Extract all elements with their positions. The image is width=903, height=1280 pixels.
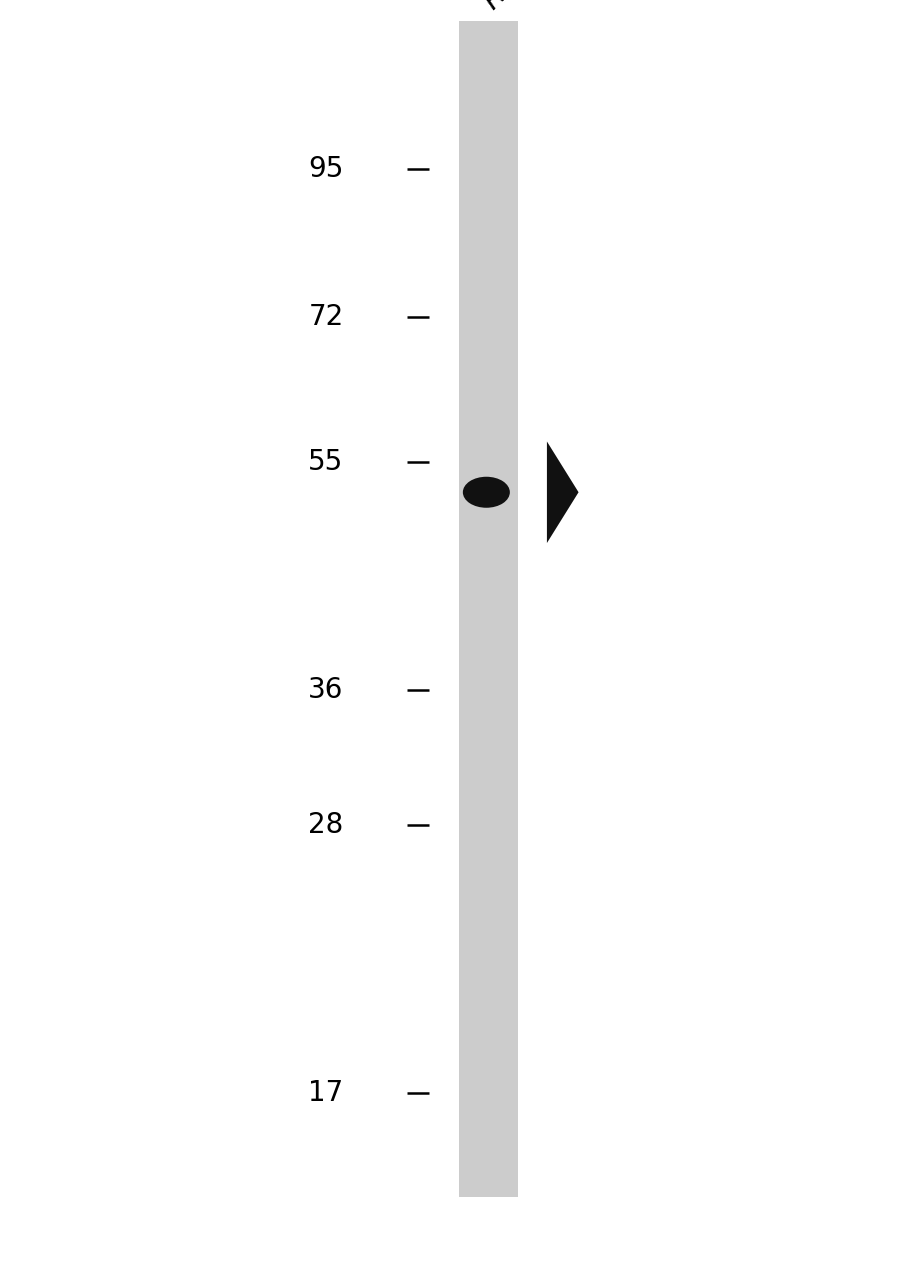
Bar (459, 20, 517, 1197)
Text: 17: 17 (308, 1079, 343, 1107)
Text: 95: 95 (308, 155, 343, 183)
Ellipse shape (462, 476, 509, 508)
Text: 36: 36 (308, 676, 343, 704)
Text: 28: 28 (308, 810, 343, 838)
Text: 72: 72 (308, 303, 343, 332)
Text: 55: 55 (308, 448, 343, 476)
Text: R.eyeball: R.eyeball (477, 0, 588, 14)
Polygon shape (546, 442, 578, 543)
